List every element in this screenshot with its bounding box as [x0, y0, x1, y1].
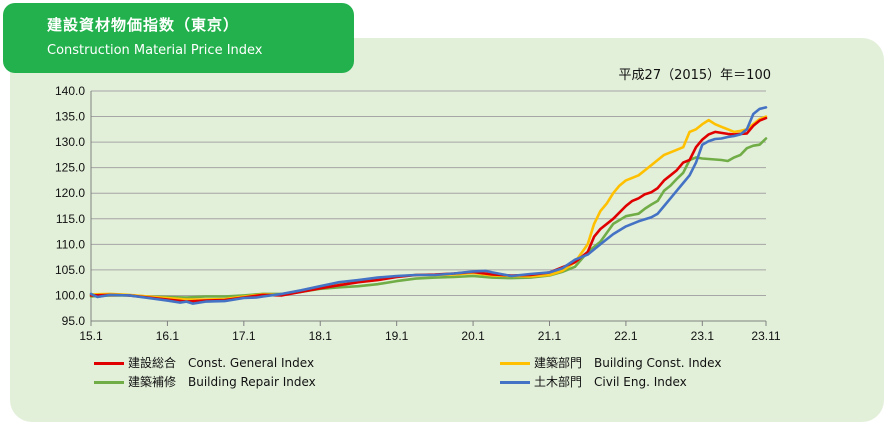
legend-label-general: 建設総合 Const. General Index — [128, 356, 315, 370]
title-box: 建設資材物価指数（東京） Construction Material Price… — [3, 3, 354, 73]
grid-lines — [90, 90, 767, 326]
y-tick-label: 115.0 — [56, 212, 85, 226]
y-tick-labels: 95.0 100.0 105.0 110.0 115.0 120.0 125.0 130.0 1… — [55, 84, 85, 328]
legend-swatch-general — [94, 362, 124, 365]
plot-area — [91, 91, 766, 321]
title-jp: 建設資材物価指数（東京） — [47, 16, 240, 34]
x-tick-label: 22.1 — [614, 329, 638, 343]
y-tick-label: 105.0 — [55, 263, 85, 277]
legend-swatch-building — [500, 362, 530, 365]
y-tick-label: 100.0 — [55, 288, 85, 302]
x-tick-label: 23.1 — [691, 329, 715, 343]
series-line-civil — [89, 106, 768, 305]
legend-label-civil: 土木部門 Civil Eng. Index — [534, 375, 687, 389]
x-tick-label: 20.1 — [461, 329, 485, 343]
legend-item-repair: 建築補修 Building Repair Index — [94, 373, 316, 390]
legend-label-repair: 建築補修 Building Repair Index — [128, 375, 316, 389]
base-year-note: 平成27（2015）年＝100 — [618, 68, 771, 83]
y-tick-label: 110.0 — [56, 237, 85, 251]
y-tick-label: 130.0 — [55, 135, 85, 149]
x-tick-label: 17.1 — [232, 329, 256, 343]
legend-item-building: 建築部門 Building Const. Index — [500, 354, 721, 371]
x-tick-label: 19.1 — [385, 329, 409, 343]
x-tick-label: 18.1 — [309, 329, 333, 343]
series-lines — [89, 106, 768, 305]
y-tick-label: 120.0 — [55, 186, 85, 200]
legend-item-civil: 土木部門 Civil Eng. Index — [500, 373, 687, 390]
x-tick-label: 15.1 — [79, 329, 103, 343]
x-tick-labels: 15.1 16.1 17.1 18.1 19.1 20.1 21.1 22.1 23.1 23.1… — [79, 329, 781, 343]
x-tick-label: 21.1 — [538, 329, 562, 343]
legend-swatch-civil — [500, 381, 530, 384]
x-tick-label: 23.11 — [751, 329, 780, 343]
legend-swatch-repair — [94, 381, 124, 384]
legend-item-general: 建設総合 Const. General Index — [94, 354, 314, 371]
y-tick-label: 135.0 — [55, 110, 85, 124]
y-tick-label: 95.0 — [62, 314, 86, 328]
y-tick-label: 125.0 — [55, 161, 85, 175]
title-en: Construction Material Price Index — [47, 43, 263, 58]
x-tick-label: 16.1 — [156, 329, 180, 343]
legend-label-building: 建築部門 Building Const. Index — [534, 356, 722, 370]
y-tick-label: 140.0 — [55, 84, 85, 98]
